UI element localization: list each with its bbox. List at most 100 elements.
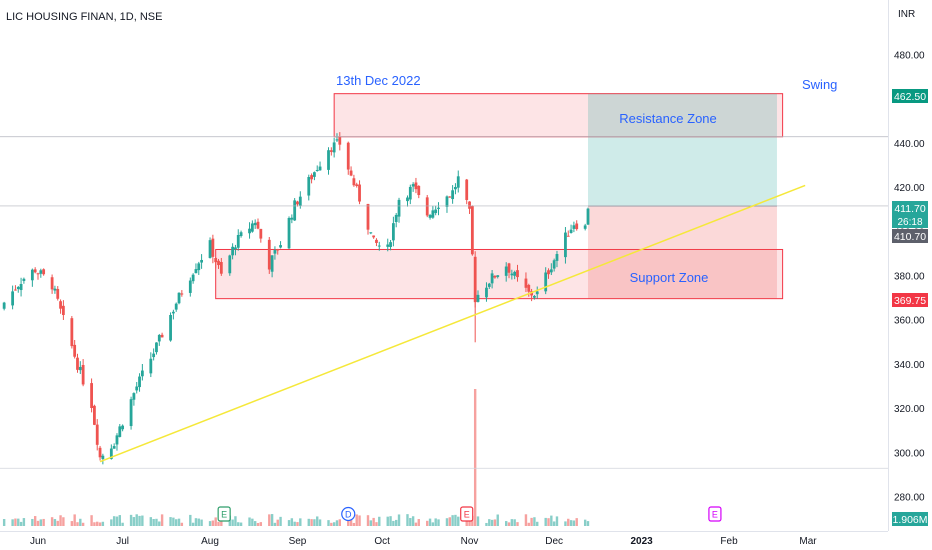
volume-bar	[307, 518, 310, 526]
volume-bar	[270, 514, 274, 526]
candle-body	[231, 246, 235, 256]
volume-bar	[454, 514, 457, 526]
candle-body	[504, 266, 508, 276]
candle-body	[16, 287, 20, 290]
candle-body	[42, 269, 46, 275]
price-tick-label: 440.00	[894, 139, 925, 150]
volume-bar	[98, 522, 102, 526]
event-marker[interactable]: E	[708, 506, 722, 522]
volume-bar	[239, 522, 243, 526]
volume-bar	[327, 520, 330, 526]
zones-layer	[215, 93, 784, 300]
candle-body	[81, 364, 85, 385]
candle-body	[129, 399, 133, 427]
volume-bar	[59, 515, 62, 526]
volume-bar	[53, 519, 57, 526]
candle-body	[248, 228, 251, 234]
volume-bar	[586, 521, 590, 526]
candle-body	[329, 150, 333, 152]
resistance-zone	[333, 93, 784, 138]
candle-body	[417, 185, 421, 196]
candle-body	[19, 283, 23, 291]
candle-body	[346, 142, 350, 170]
volume-bar	[575, 518, 578, 526]
candle-body	[389, 242, 392, 247]
candle-body	[149, 358, 153, 374]
volume-bar	[378, 516, 381, 526]
candle-body	[101, 455, 105, 460]
candle-body	[98, 447, 102, 458]
volume-bar	[175, 519, 178, 526]
candle-body	[335, 139, 339, 141]
candle-body	[253, 222, 257, 226]
trendline	[99, 184, 806, 463]
candle-body	[276, 249, 280, 251]
time-tick-label: Jul	[116, 536, 129, 547]
candle-body	[386, 244, 390, 247]
volume-bar	[406, 514, 409, 526]
candle-body	[318, 166, 322, 171]
volume-bar	[583, 519, 587, 526]
event-marker[interactable]: E	[217, 506, 231, 522]
swing-annotation: Swing	[802, 77, 837, 92]
event-marker[interactable]: E	[460, 506, 474, 522]
candle-body	[564, 232, 567, 258]
candle-body	[273, 250, 277, 254]
candle-body	[188, 280, 192, 293]
candle-body	[296, 201, 299, 205]
candle-body	[468, 201, 471, 209]
volume-bar	[160, 514, 164, 526]
volume-bar	[299, 518, 302, 526]
volume-bar	[473, 389, 477, 526]
dividend-marker	[341, 506, 356, 522]
time-axis[interactable]: Jun Jul Aug Sep Oct Nov Dec 2023 Feb Mar	[30, 536, 817, 547]
volume-bar	[414, 522, 418, 526]
volume-bar	[101, 521, 105, 526]
support-zone-label: Support Zone	[630, 270, 709, 285]
candle-body	[544, 272, 548, 292]
price-tick-label: 320.00	[894, 404, 925, 415]
volume-bar	[93, 522, 96, 526]
event-marker-label: E	[221, 510, 227, 520]
candle-body	[527, 284, 531, 292]
volume-bar	[347, 517, 350, 526]
candle-body	[352, 178, 356, 186]
bar-countdown: 26:18	[897, 217, 922, 228]
candle-body	[332, 142, 336, 153]
candle-body	[366, 203, 370, 230]
candle-body	[490, 273, 494, 284]
time-tick-label: Dec	[545, 536, 563, 547]
volume-bar	[11, 519, 14, 526]
volume-bar	[555, 516, 559, 526]
price-tick-label: 420.00	[894, 183, 925, 194]
volume-bar	[96, 521, 99, 526]
candle-body	[30, 269, 34, 281]
candle-body	[391, 223, 395, 241]
candle-body	[428, 215, 432, 218]
support-zone	[215, 248, 784, 300]
earnings-marker	[460, 506, 474, 522]
price-tick-label: 480.00	[894, 51, 925, 62]
volume-bar	[70, 521, 74, 526]
volume-bar	[355, 514, 358, 526]
volume-bar	[397, 514, 401, 526]
candle-body	[298, 196, 302, 206]
candle-body	[219, 261, 223, 274]
candle-body	[140, 370, 144, 377]
volume-bar	[293, 521, 296, 526]
event-marker[interactable]: D	[341, 506, 356, 522]
volume-bar	[510, 519, 514, 526]
svg-text:462.50: 462.50	[894, 91, 926, 103]
volume-bar	[256, 522, 260, 526]
svg-text:411.70: 411.70	[894, 203, 925, 215]
volume-bar	[22, 518, 26, 526]
candle-body	[358, 184, 361, 202]
volume-bar	[352, 522, 356, 526]
volume-bar	[516, 522, 519, 526]
volume-bar	[330, 522, 333, 526]
candle-body	[555, 254, 559, 261]
volume-bar	[189, 514, 192, 526]
volume-bar	[42, 518, 45, 526]
